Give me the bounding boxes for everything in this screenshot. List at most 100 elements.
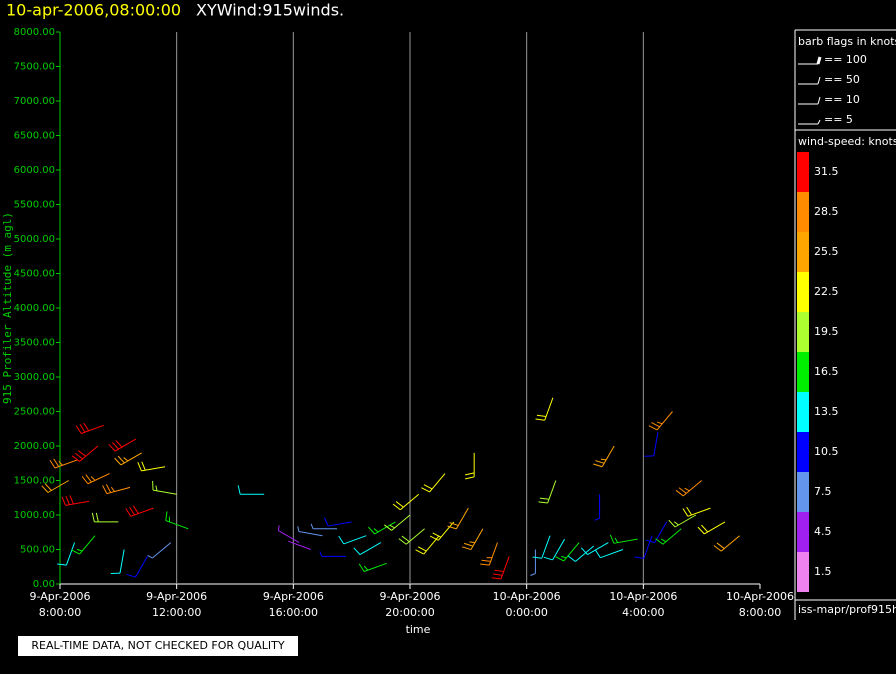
- x-tick-label: 9-Apr-2006 20:00:00: [379, 590, 440, 619]
- barb-feather: [535, 418, 545, 421]
- y-tick-label: 6000.00: [14, 165, 55, 176]
- y-tick-label: 8000.00: [14, 27, 55, 38]
- wind-barb: [675, 480, 702, 497]
- wind-barb: [353, 542, 382, 556]
- barb-feather: [682, 508, 689, 517]
- barb-feather: [567, 555, 576, 562]
- barb-feather: [697, 526, 705, 535]
- x-tick-label: 9-Apr-2006 12:00:00: [146, 590, 207, 619]
- barb-feather: [449, 522, 459, 526]
- legend-flag: [817, 96, 821, 105]
- barb-feather: [491, 577, 502, 580]
- colorbar-swatch: [797, 352, 809, 392]
- barb-feather: [401, 535, 410, 543]
- wind-barb: [461, 528, 484, 551]
- wind-barb: [277, 525, 300, 544]
- barb-staff: [343, 535, 367, 545]
- wind-barb: [71, 535, 96, 555]
- barb-feather: [675, 489, 684, 497]
- wind-barb: [538, 480, 557, 504]
- y-tick-label: 5000.00: [14, 234, 55, 245]
- wind-barb: [237, 485, 265, 495]
- barb-feather: [595, 460, 605, 464]
- wind-barb: [447, 507, 469, 530]
- y-tick-label: 5500.00: [14, 200, 55, 211]
- y-tick-label: 2000.00: [14, 441, 55, 452]
- barb-feather: [105, 484, 112, 493]
- wind-barb: [555, 542, 580, 562]
- barb-feather: [57, 563, 67, 566]
- source: iss-mapr/prof915h: [798, 603, 896, 616]
- barb-feather: [319, 551, 323, 557]
- footer-box: [18, 636, 298, 656]
- barb-feather: [91, 512, 95, 523]
- wind-barb: [288, 540, 312, 550]
- barb-feather: [155, 485, 158, 491]
- wind-barb: [535, 397, 554, 421]
- barb-feather: [593, 463, 603, 468]
- barb-feather: [75, 425, 82, 434]
- barb-feather: [53, 458, 60, 467]
- barb-legend-title: barb flags in knots: [798, 35, 896, 48]
- barb-feather: [129, 506, 135, 516]
- barb-feather: [594, 549, 601, 558]
- wind-barb: [319, 551, 346, 557]
- wind-barb: [358, 562, 387, 572]
- wind-barb: [71, 445, 99, 462]
- wind-barb: [655, 528, 682, 545]
- barb-feather: [673, 521, 679, 526]
- barb-feather: [79, 424, 86, 433]
- legend-barb: [798, 56, 822, 65]
- wind-barb: [392, 493, 420, 511]
- colorbar-label: 16.5: [814, 365, 839, 378]
- barb-feather: [81, 476, 89, 485]
- wind-barb: [383, 514, 411, 531]
- barb-staff: [165, 520, 189, 530]
- barb-feather: [137, 462, 142, 472]
- wind-barb: [648, 411, 673, 431]
- barb-feather: [44, 483, 52, 491]
- barb-feather: [71, 455, 80, 462]
- barb-feather: [561, 555, 567, 559]
- chart-title: XYWind:915winds.: [196, 1, 344, 20]
- barb-feather: [651, 422, 660, 428]
- barb-feather: [338, 535, 345, 545]
- barb-feather: [461, 546, 472, 551]
- title-time: 10-apr-2006,08:00:00: [6, 1, 181, 20]
- barb-feather: [686, 506, 693, 516]
- wind-barb: [609, 534, 638, 544]
- colorbar-swatch: [797, 192, 809, 232]
- barb-staff: [653, 432, 659, 456]
- y-tick-label: 7000.00: [14, 96, 55, 107]
- barb-feather: [102, 485, 108, 494]
- footer: REAL-TIME DATA, NOT CHECKED FOR QUALITY: [31, 639, 285, 652]
- barb-staff: [600, 549, 624, 559]
- barb-feather: [423, 484, 433, 490]
- barb-feather: [117, 455, 125, 464]
- barb-feather: [713, 545, 722, 552]
- wind-barb: [108, 438, 137, 452]
- barb-feather: [716, 542, 725, 549]
- barb-feather: [701, 524, 709, 533]
- barb-feather: [634, 556, 644, 559]
- barb-feather: [58, 460, 63, 466]
- barb-feather: [429, 535, 439, 541]
- barb-feather: [655, 538, 664, 545]
- barb-feather: [353, 547, 361, 555]
- barb-feather: [421, 487, 430, 493]
- x-tick-label: 10-Apr-2006 4:00:00: [609, 590, 677, 619]
- barb-feather: [108, 443, 116, 452]
- colorbar-label: 25.5: [814, 245, 839, 258]
- barb-feather: [126, 573, 136, 578]
- barb-feather: [358, 563, 365, 572]
- barb-feather: [530, 573, 536, 576]
- y-tick-label: 3000.00: [14, 372, 55, 383]
- legend-label: == 10: [824, 93, 860, 106]
- barb-feather: [480, 563, 490, 566]
- wind-barb: [580, 542, 609, 556]
- wind-barb: [593, 445, 615, 468]
- barb-feather: [165, 511, 168, 521]
- barb-staff: [278, 530, 300, 544]
- colorbar-label: 4.5: [814, 525, 832, 538]
